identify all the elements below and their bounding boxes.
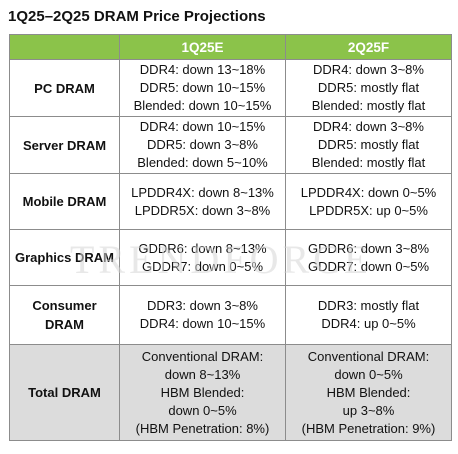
cell-line: DDR3: down 3~8% (147, 298, 258, 313)
cell-line: GDDR6: down 3~8% (307, 240, 430, 256)
cell-line: DDR5: mostly flat (317, 137, 420, 152)
header-row: 1Q25E 2Q25F (9, 34, 452, 60)
cell-line: LPDDR4X: down 8~13% (131, 184, 274, 200)
cell-line: Blended: mostly flat (311, 155, 426, 170)
row-label: Server DRAM (9, 116, 120, 174)
row-label-text: Total DRAM (28, 385, 101, 400)
row-label: Total DRAM (9, 344, 120, 441)
cell-line: Conventional DRAM: (307, 348, 430, 364)
cell-1q25e: Conventional DRAM: down 8~13% HBM Blende… (119, 344, 286, 441)
row-label-text: Consumer (32, 298, 97, 313)
cell-2q25f: GDDR6: down 3~8% GDDR7: down 0~5% (285, 229, 452, 286)
cell-line: down 0~5% (168, 402, 237, 418)
cell-line: down 0~5% (334, 366, 403, 382)
cell-line: DDR4: down 10~15% (139, 119, 266, 134)
cell-line: LPDDR4X: down 0~5% (300, 184, 437, 200)
cell-line: GDDR7: down 0~5% (141, 258, 264, 274)
cell-line: GDDR6: down 8~13% (138, 240, 267, 256)
cell-line: DDR5: mostly flat (317, 80, 420, 95)
header-corner (9, 34, 120, 60)
cell-line: DDR4: down 13~18% (139, 62, 266, 77)
cell-1q25e: DDR4: down 13~18% DDR5: down 10~15% Blen… (119, 59, 286, 117)
header-1q25e: 1Q25E (119, 34, 286, 60)
cell-1q25e: DDR4: down 10~15% DDR5: down 3~8% Blende… (119, 116, 286, 174)
row-mobile-dram: Mobile DRAM LPDDR4X: down 8~13% LPDDR5X:… (9, 173, 452, 230)
row-label-text: DRAM (45, 317, 84, 332)
row-label: Consumer DRAM (9, 285, 120, 345)
cell-line: GDDR7: down 0~5% (307, 258, 430, 274)
row-label-text: Graphics DRAM (15, 250, 114, 265)
cell-2q25f: LPDDR4X: down 0~5% LPDDR5X: up 0~5% (285, 173, 452, 230)
row-label-text: Server DRAM (22, 137, 107, 153)
row-label: Mobile DRAM (9, 173, 120, 230)
cell-line: DDR5: down 3~8% (147, 137, 258, 152)
row-pc-dram: PC DRAM DDR4: down 13~18% DDR5: down 10~… (9, 59, 452, 117)
cell-line: DDR4: down 10~15% (139, 316, 266, 331)
cell-line: DDR4: up 0~5% (321, 316, 416, 331)
row-label: Graphics DRAM (9, 229, 120, 286)
row-label-text: Mobile DRAM (22, 194, 107, 209)
cell-line: HBM Blended: (326, 384, 411, 400)
cell-1q25e: LPDDR4X: down 8~13% LPDDR5X: down 3~8% (119, 173, 286, 230)
cell-line: DDR3: mostly flat (317, 298, 420, 313)
cell-line: Conventional DRAM: (141, 348, 264, 364)
cell-1q25e: GDDR6: down 8~13% GDDR7: down 0~5% (119, 229, 286, 286)
row-label: PC DRAM (9, 59, 120, 117)
cell-line: LPDDR5X: up 0~5% (309, 202, 428, 218)
cell-line: HBM Blended: (160, 384, 245, 400)
header-2q25f: 2Q25F (285, 34, 452, 60)
row-total-dram: Total DRAM Conventional DRAM: down 8~13%… (9, 344, 452, 441)
cell-line: up 3~8% (342, 402, 395, 418)
cell-line: DDR4: down 3~8% (313, 62, 424, 77)
cell-line: Blended: down 5~10% (137, 155, 268, 170)
cell-line: Blended: down 10~15% (133, 98, 272, 113)
row-server-dram: Server DRAM DDR4: down 10~15% DDR5: down… (9, 116, 452, 174)
row-consumer-dram: Consumer DRAM DDR3: down 3~8% DDR4: down… (9, 285, 452, 345)
cell-line: DDR4: down 3~8% (313, 119, 424, 134)
row-graphics-dram: Graphics DRAM GDDR6: down 8~13% GDDR7: d… (9, 229, 452, 286)
cell-2q25f: DDR4: down 3~8% DDR5: mostly flat Blende… (285, 116, 452, 174)
cell-2q25f: DDR4: down 3~8% DDR5: mostly flat Blende… (285, 59, 452, 117)
cell-1q25e: DDR3: down 3~8% DDR4: down 10~15% (119, 285, 286, 345)
cell-2q25f: Conventional DRAM: down 0~5% HBM Blended… (285, 344, 452, 441)
cell-line: down 8~13% (164, 366, 241, 382)
cell-line: Blended: mostly flat (311, 98, 426, 113)
cell-line: DDR5: down 10~15% (139, 80, 266, 95)
cell-line: (HBM Penetration: 9%) (301, 420, 436, 436)
price-projection-table: 1Q25E 2Q25F PC DRAM DDR4: down 13~18% DD… (9, 34, 452, 441)
row-label-text: PC DRAM (34, 80, 95, 96)
page-title: 1Q25–2Q25 DRAM Price Projections (8, 8, 266, 25)
cell-2q25f: DDR3: mostly flat DDR4: up 0~5% (285, 285, 452, 345)
cell-line: LPDDR5X: down 3~8% (134, 202, 271, 218)
cell-line: (HBM Penetration: 8%) (135, 420, 270, 436)
